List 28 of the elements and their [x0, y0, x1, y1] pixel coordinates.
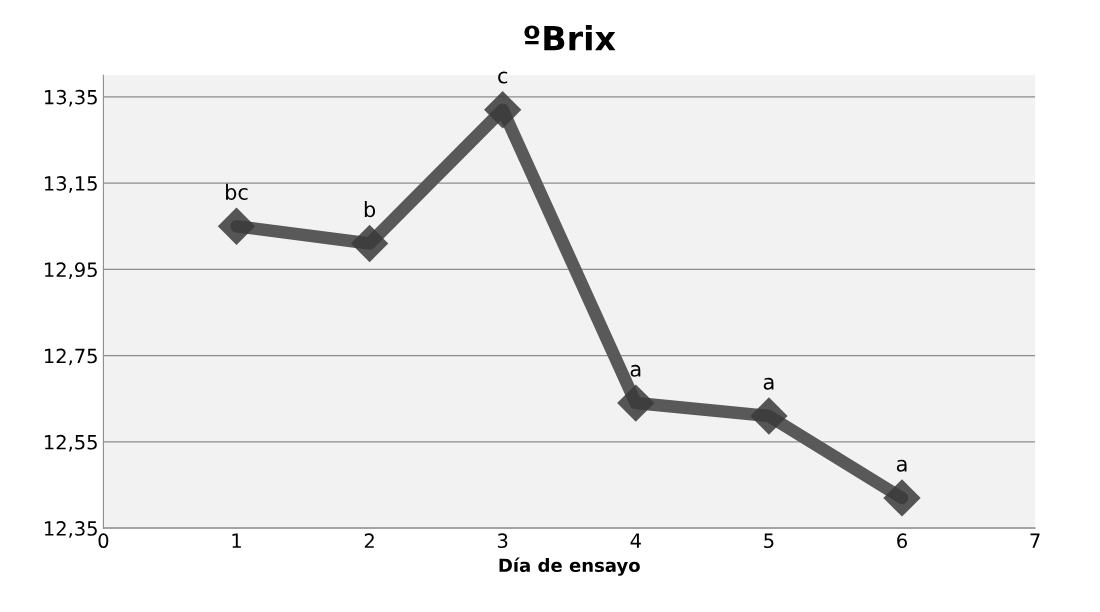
- point: [484, 91, 522, 129]
- x-tick-label: 0: [98, 533, 109, 549]
- annotation: bc: [226, 183, 248, 200]
- point: [617, 384, 655, 422]
- annotation: a: [896, 459, 907, 472]
- x-tick-label: 3: [498, 533, 508, 549]
- x-axis-title: Día de ensayo: [499, 557, 640, 576]
- x-tick-label: 4: [630, 533, 641, 548]
- chart-title: ºBrix: [524, 24, 616, 51]
- point: [750, 397, 788, 435]
- x-tick-label: 5: [764, 533, 774, 549]
- point: [350, 224, 389, 263]
- annotation: a: [763, 377, 774, 390]
- y-tick-label: 12,35: [45, 521, 97, 538]
- y-tick-label: 13,15: [45, 176, 97, 193]
- x-tick-label: 7: [1030, 533, 1040, 548]
- point: [883, 479, 921, 517]
- y-tick-label: 12,75: [45, 348, 97, 366]
- annotation: c: [498, 71, 508, 84]
- annotation: a: [630, 364, 641, 377]
- x-tick-label: 1: [232, 533, 241, 548]
- y-tick-label: 12,55: [45, 434, 97, 452]
- annotation: b: [364, 201, 376, 218]
- x-tick-label: 6: [897, 533, 907, 549]
- y-tick-label: 13,35: [45, 89, 97, 107]
- x-tick-label: 2: [364, 533, 374, 548]
- point: [217, 207, 256, 245]
- y-tick-label: 12,95: [45, 262, 97, 280]
